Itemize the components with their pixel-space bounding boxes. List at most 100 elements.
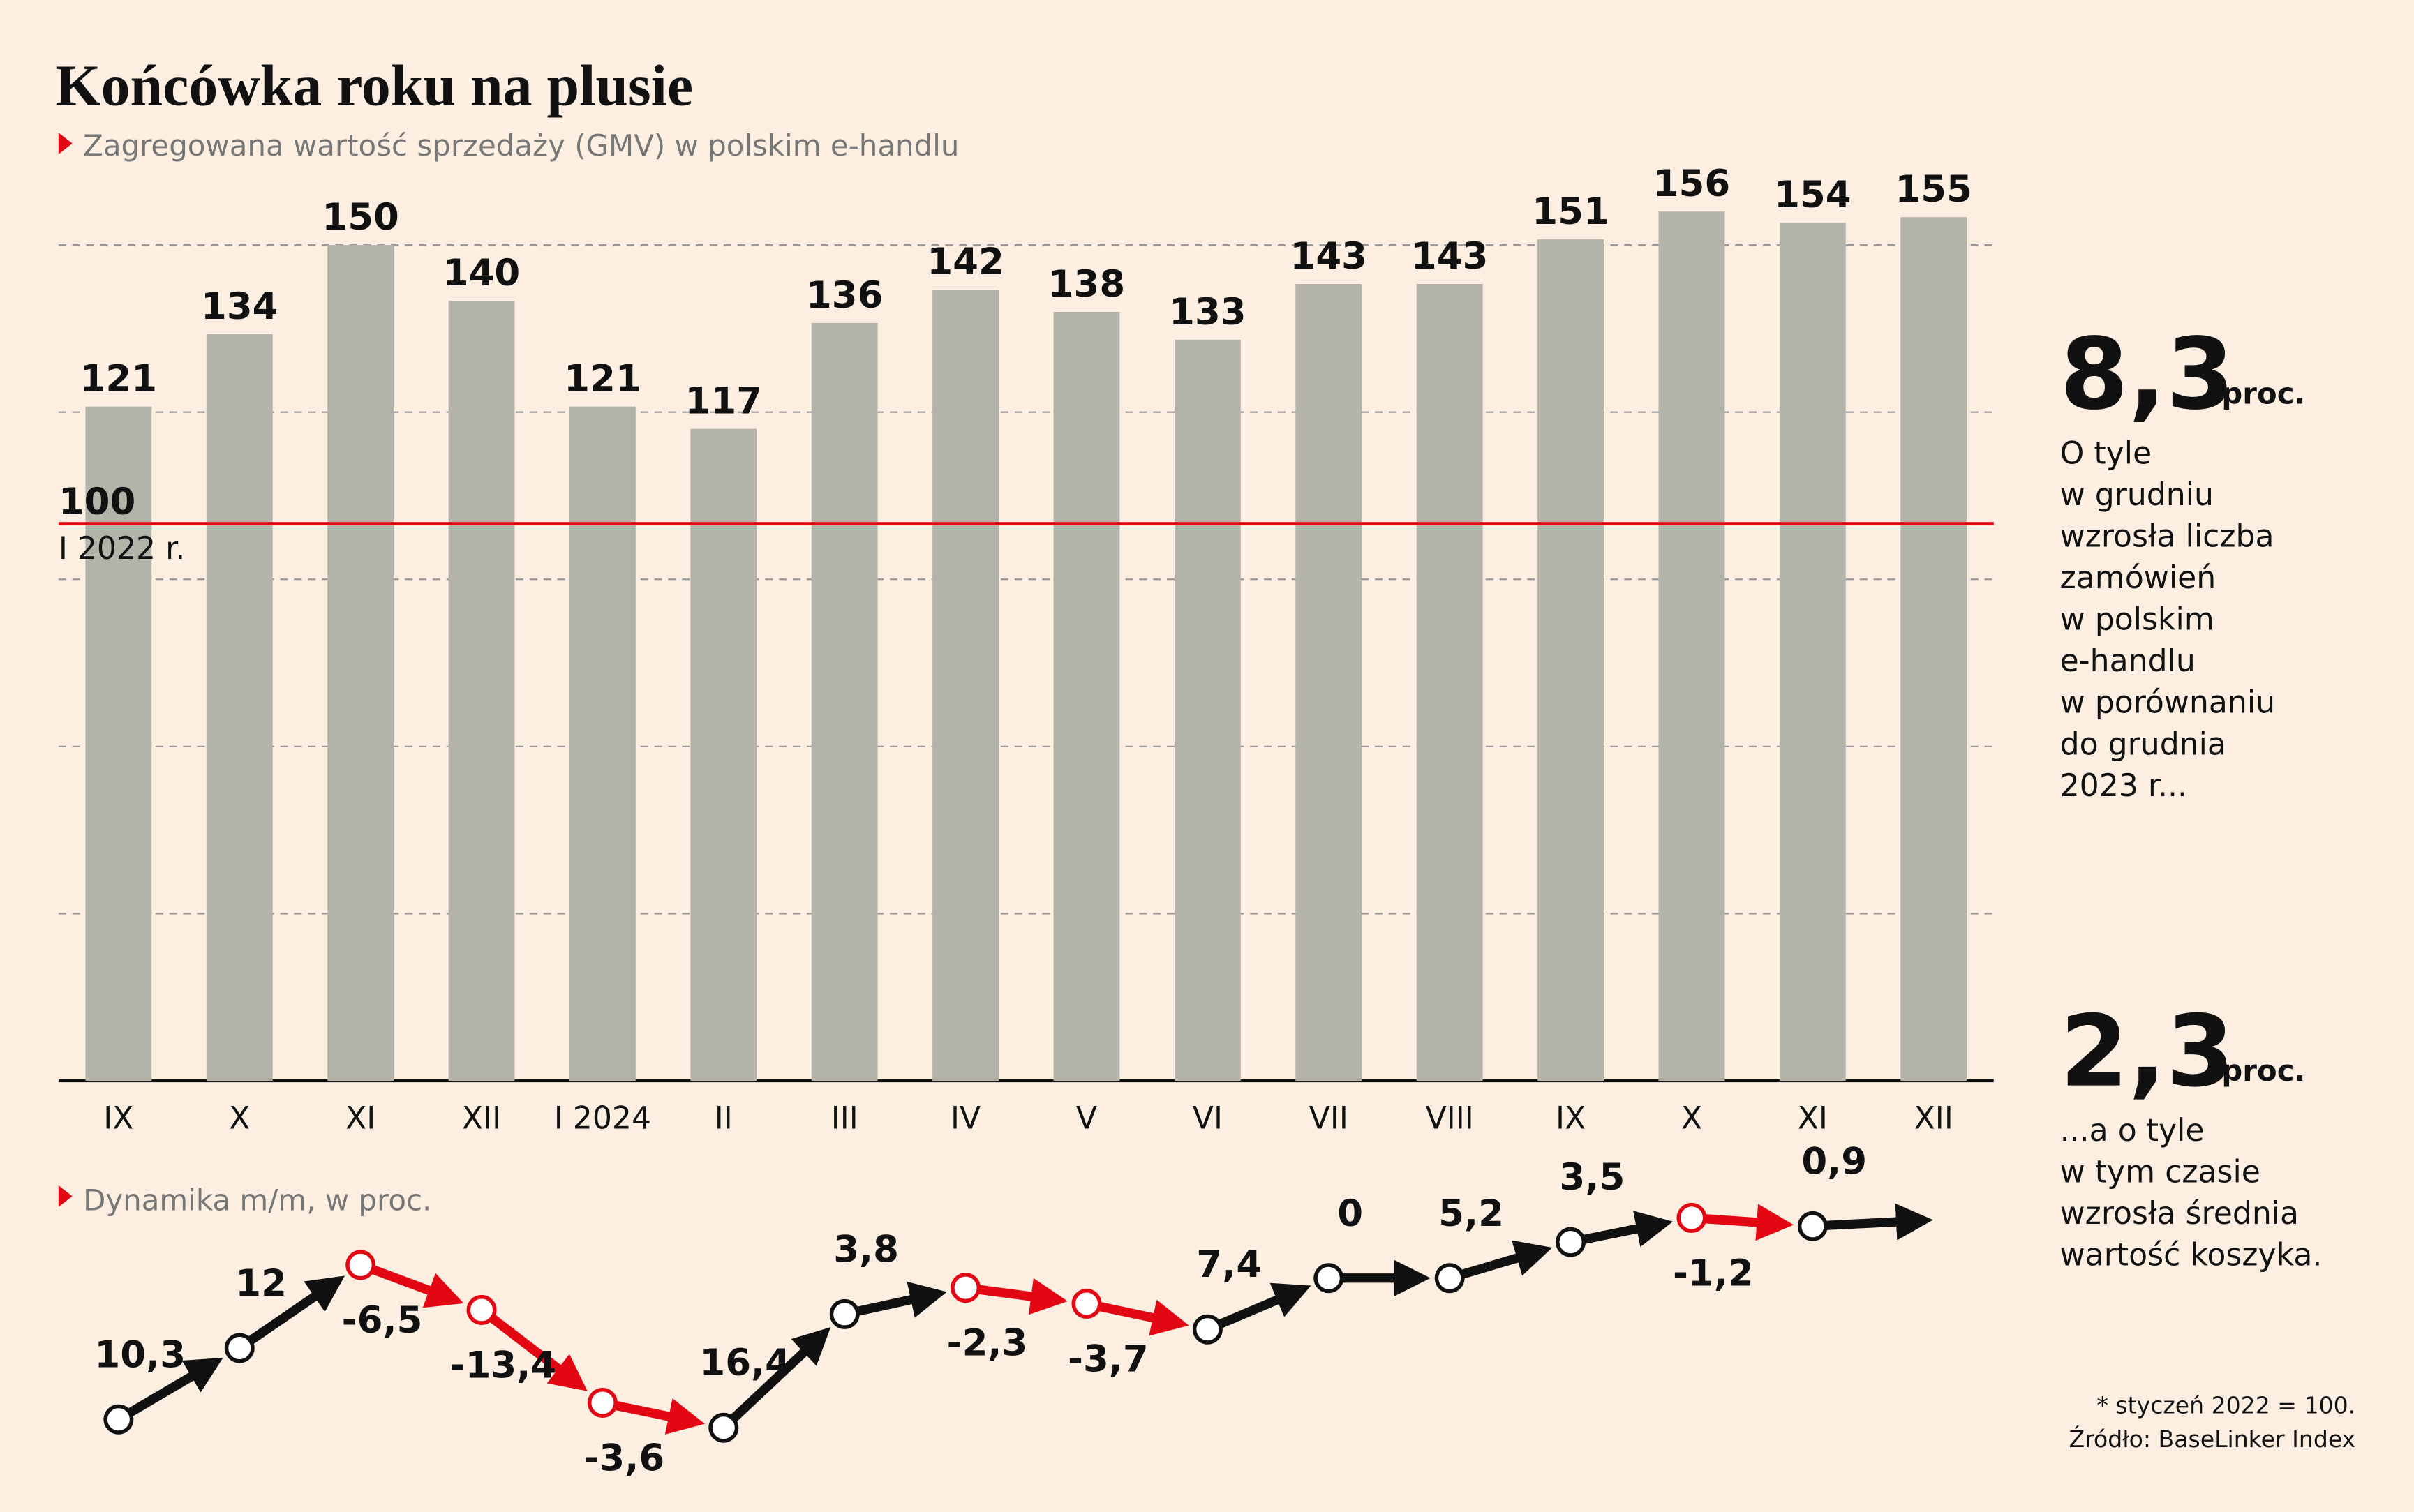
highlight-unit: proc. bbox=[2221, 376, 2305, 410]
value-label: 136 bbox=[806, 274, 884, 317]
point bbox=[1313, 1263, 1344, 1294]
point bbox=[466, 1294, 497, 1325]
value-label: -3,6 bbox=[583, 1437, 664, 1480]
bar bbox=[932, 289, 999, 1081]
point bbox=[1192, 1314, 1223, 1345]
point bbox=[1797, 1211, 1828, 1241]
highlight-text: 2023 r... bbox=[2060, 768, 2187, 804]
bar bbox=[206, 334, 273, 1081]
x-tick-label: VII bbox=[1309, 1100, 1348, 1136]
bar bbox=[1174, 339, 1241, 1081]
x-tick-label: XI bbox=[345, 1100, 375, 1136]
bar bbox=[1779, 223, 1846, 1081]
x-tick-label: III bbox=[831, 1100, 858, 1136]
bullet bbox=[58, 133, 73, 154]
point bbox=[587, 1387, 618, 1418]
value-label: 16,4 bbox=[699, 1342, 791, 1384]
value-label: 7,4 bbox=[1196, 1243, 1262, 1286]
value-label: 12 bbox=[235, 1262, 287, 1305]
highlight-text: ...a o tyle bbox=[2060, 1113, 2205, 1148]
subtitle: Zagregowana wartość sprzedaży (GMV) w po… bbox=[83, 128, 959, 163]
highlight-text: w tym czasie bbox=[2060, 1155, 2260, 1190]
x-tick-label: XII bbox=[462, 1100, 501, 1136]
footnote: * styczeń 2022 = 100. bbox=[2096, 1391, 2355, 1419]
point bbox=[708, 1412, 739, 1443]
bar bbox=[569, 406, 636, 1081]
arrow bbox=[359, 1260, 464, 1308]
bar bbox=[1416, 284, 1483, 1081]
x-tick-label: II bbox=[715, 1100, 733, 1136]
point bbox=[1434, 1263, 1465, 1294]
x-tick-label: X bbox=[1681, 1100, 1702, 1136]
value-label: -1,2 bbox=[1673, 1252, 1754, 1294]
bar bbox=[1295, 284, 1362, 1081]
x-tick-label: V bbox=[1076, 1100, 1097, 1136]
x-tick-label: I 2024 bbox=[554, 1100, 651, 1136]
highlight-text: w polskim bbox=[2060, 602, 2214, 638]
reference-note: I 2022 r. bbox=[59, 531, 185, 567]
value-label: 121 bbox=[80, 358, 158, 401]
point bbox=[1071, 1288, 1102, 1319]
point bbox=[103, 1404, 134, 1435]
arrow bbox=[116, 1357, 223, 1423]
x-tick-label: IX bbox=[1556, 1100, 1586, 1136]
highlight-text: zamówień bbox=[2060, 560, 2216, 596]
highlight-text: wzrosła średnia bbox=[2060, 1196, 2299, 1232]
value-label: 143 bbox=[1411, 235, 1489, 278]
highlight-unit: proc. bbox=[2221, 1054, 2305, 1088]
point bbox=[829, 1298, 860, 1329]
value-label: 0 bbox=[1337, 1192, 1363, 1235]
highlight-text: do grudnia bbox=[2060, 726, 2226, 762]
bullet bbox=[58, 1185, 73, 1207]
arrow bbox=[1448, 1240, 1553, 1283]
x-tick-label: VI bbox=[1193, 1100, 1223, 1136]
highlight-text: e-handlu bbox=[2060, 643, 2196, 679]
value-label: 134 bbox=[201, 285, 278, 328]
x-tick-label: IV bbox=[951, 1100, 981, 1136]
arrow bbox=[720, 1327, 831, 1432]
value-label: 10,3 bbox=[94, 1333, 186, 1376]
value-label: 121 bbox=[564, 358, 641, 401]
value-label: 143 bbox=[1290, 235, 1368, 278]
bar bbox=[811, 322, 878, 1081]
value-label: 154 bbox=[1774, 174, 1852, 216]
point bbox=[1556, 1227, 1586, 1257]
bar bbox=[690, 428, 757, 1081]
highlight-text: wartość koszyka. bbox=[2060, 1238, 2323, 1273]
x-tick-label: IX bbox=[103, 1100, 133, 1136]
point bbox=[1676, 1202, 1707, 1233]
arrow bbox=[479, 1306, 588, 1391]
point bbox=[951, 1273, 981, 1303]
x-tick-label: VIII bbox=[1426, 1100, 1474, 1136]
arrow bbox=[237, 1275, 345, 1352]
x-tick-label: XI bbox=[1798, 1100, 1828, 1136]
subtitle: Dynamika m/m, w proc. bbox=[83, 1183, 431, 1217]
reference-label: 100 bbox=[59, 481, 136, 523]
value-label: 3,5 bbox=[1560, 1156, 1625, 1199]
value-label: 140 bbox=[443, 252, 521, 294]
value-label: -2,3 bbox=[947, 1322, 1028, 1365]
bar bbox=[1658, 211, 1725, 1081]
value-label: 3,8 bbox=[833, 1228, 899, 1271]
point bbox=[224, 1333, 255, 1363]
value-label: 5,2 bbox=[1438, 1192, 1504, 1235]
value-label: -6,5 bbox=[342, 1299, 423, 1342]
value-label: -13,4 bbox=[450, 1345, 557, 1387]
value-label: 133 bbox=[1169, 291, 1246, 334]
point bbox=[345, 1250, 376, 1280]
source: Źródło: BaseLinker Index bbox=[2069, 1425, 2355, 1453]
x-tick-label: X bbox=[229, 1100, 250, 1136]
highlight-text: O tyle bbox=[2060, 435, 2152, 471]
value-label: -3,7 bbox=[1068, 1338, 1149, 1381]
value-label: 151 bbox=[1532, 190, 1609, 233]
value-label: 142 bbox=[927, 241, 1004, 283]
value-label: 150 bbox=[322, 196, 399, 239]
highlight-text: wzrosła liczba bbox=[2060, 518, 2274, 554]
x-tick-label: XII bbox=[1914, 1100, 1953, 1136]
highlight-value: 2,3 bbox=[2060, 995, 2235, 1109]
bar bbox=[448, 300, 515, 1081]
arrow bbox=[1205, 1282, 1311, 1334]
highlight-text: w porównaniu bbox=[2060, 685, 2275, 721]
highlight-value: 8,3 bbox=[2060, 317, 2235, 432]
